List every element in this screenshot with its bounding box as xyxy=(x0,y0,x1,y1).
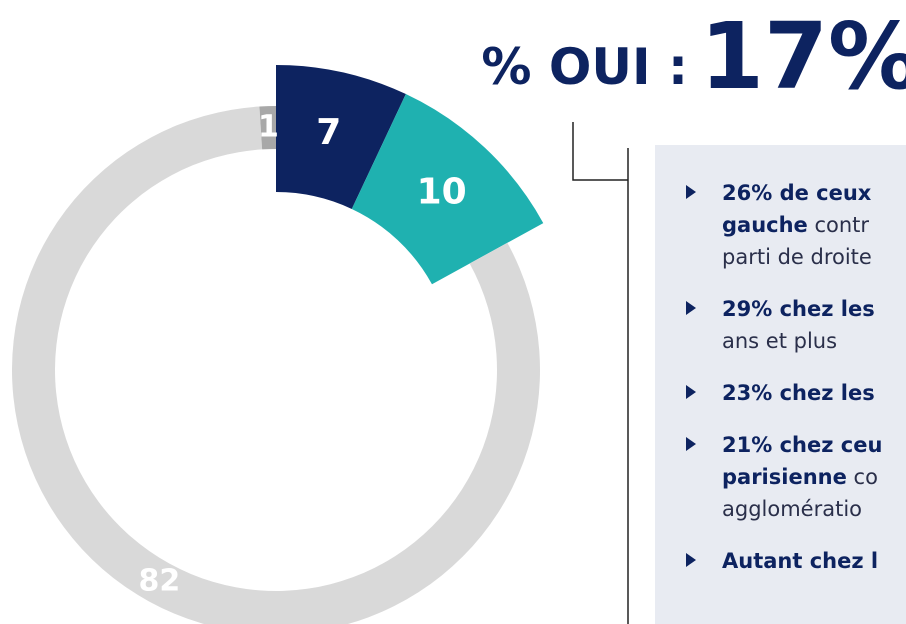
title-value: 17% xyxy=(700,3,906,110)
panel-line: agglomératio xyxy=(722,497,862,521)
panel-line: parisienne co xyxy=(722,465,878,489)
bullet xyxy=(686,385,696,399)
panel-line: 29% chez les xyxy=(722,297,875,321)
panel-text: 26% de ceux xyxy=(722,181,872,205)
bullet xyxy=(686,301,696,315)
panel-text: 21% chez ceu xyxy=(722,433,882,457)
panel-text: co xyxy=(847,465,878,489)
panel-text: Autant chez l xyxy=(722,549,878,573)
panel-line: 23% chez les xyxy=(722,381,875,405)
connector xyxy=(572,122,628,181)
panel-line: Autant chez l xyxy=(722,549,878,573)
panel-text: agglomératio xyxy=(722,497,862,521)
panel-text: gauche xyxy=(722,213,808,237)
donut-slice xyxy=(351,94,544,285)
bullet xyxy=(686,437,696,451)
bullet xyxy=(686,185,696,199)
bullet xyxy=(686,553,696,567)
donut-slice xyxy=(259,106,276,150)
slice-label: 7 xyxy=(316,112,341,153)
title-prefix: % OUI : xyxy=(481,38,688,96)
slice-label: 10 xyxy=(417,172,467,213)
donut-slice xyxy=(276,65,406,209)
panel-text: 23% chez les xyxy=(722,381,875,405)
panel-text: parti de droite xyxy=(722,245,872,269)
panel-line: 26% de ceux xyxy=(722,181,872,205)
panel-line: parti de droite xyxy=(722,245,872,269)
slice-label: 82 xyxy=(139,564,181,599)
panel-text: ans et plus xyxy=(722,329,837,353)
panel-line: 21% chez ceu xyxy=(722,433,882,457)
panel-line: ans et plus xyxy=(722,329,837,353)
slice-label: 1 xyxy=(258,110,279,145)
text-panel xyxy=(655,145,906,624)
panel-text: 29% chez les xyxy=(722,297,875,321)
panel-text: contr xyxy=(808,213,870,237)
panel-line: gauche contr xyxy=(722,213,869,237)
panel-text: parisienne xyxy=(722,465,847,489)
